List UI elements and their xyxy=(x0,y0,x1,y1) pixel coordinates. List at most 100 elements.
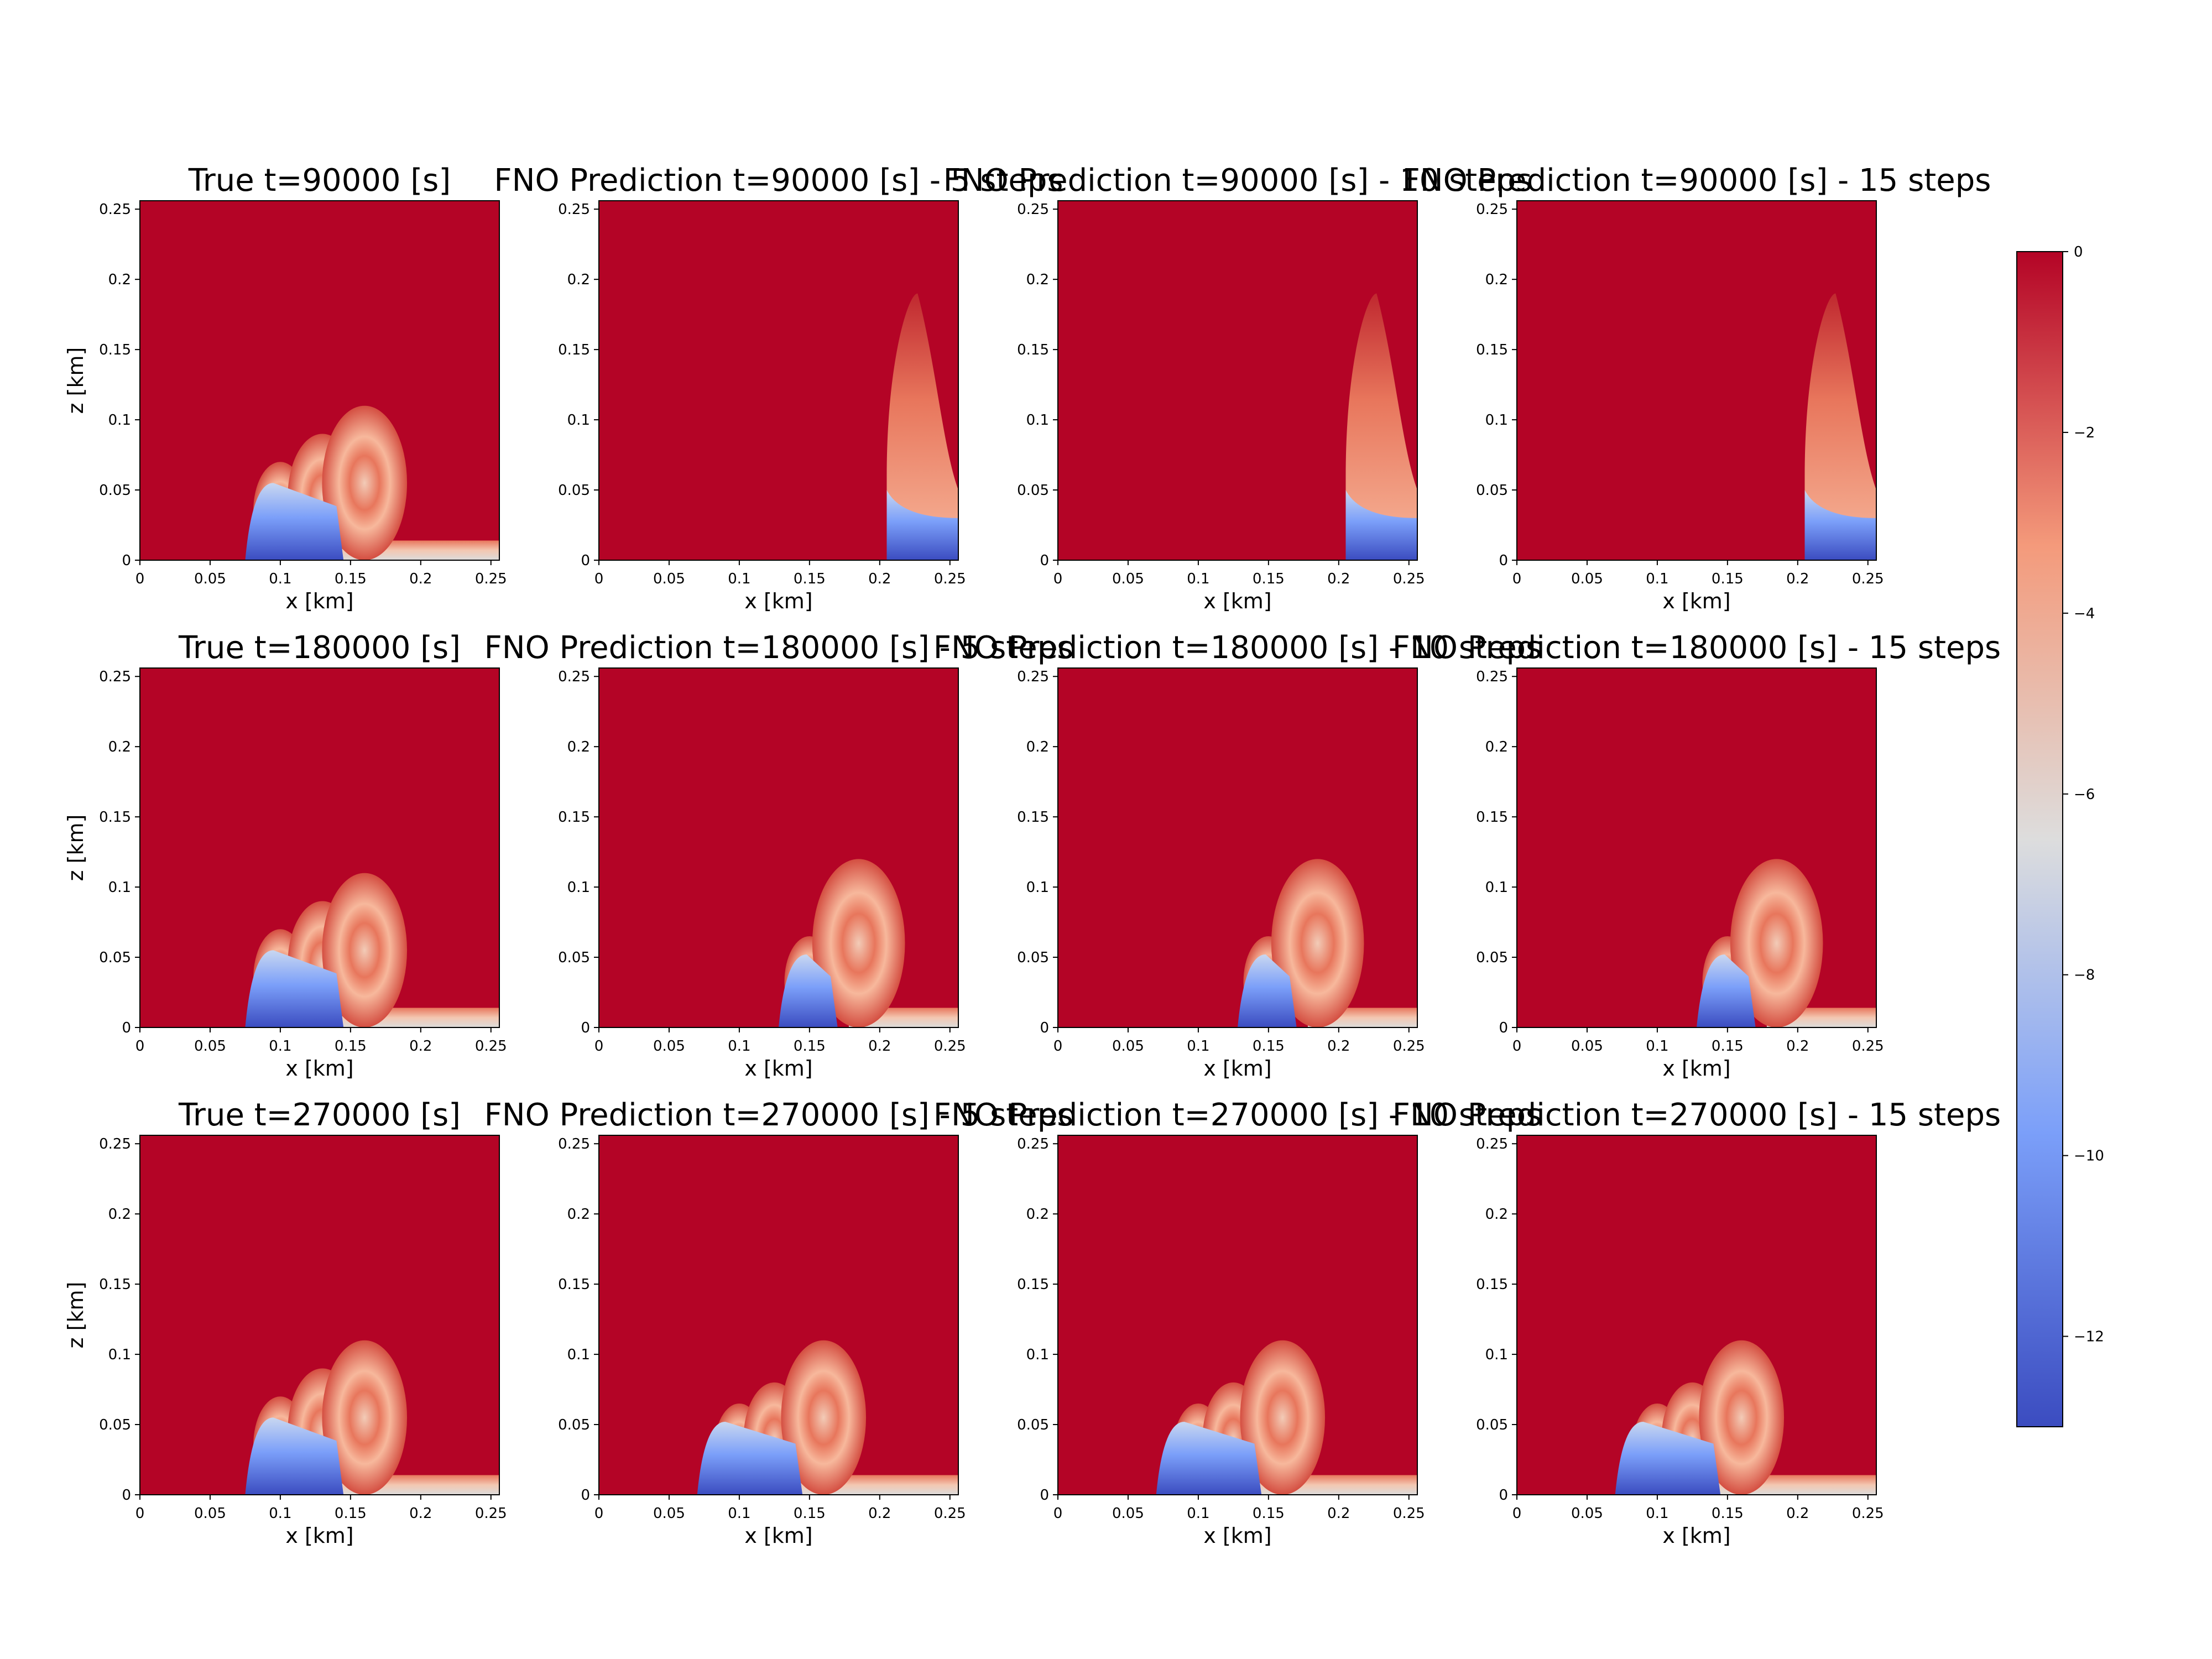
y-tick-label: 0.2 xyxy=(1485,1206,1508,1223)
cold-current xyxy=(1156,1421,1262,1495)
x-axis-label: x [km] xyxy=(285,1524,353,1548)
panel-1-0: 00 0.05 0.05 0.1 0.1 0.15 0.15 0.2 0.2 0.25 0.25 x … xyxy=(64,630,507,1081)
x-tick-label: 0.05 xyxy=(1571,1505,1603,1522)
vortex-2 xyxy=(1699,1340,1785,1495)
panel-0-3: 00 0.05 0.05 0.1 0.1 0.15 0.15 0.2 0.2 0.25 0.25 x … xyxy=(1402,163,1991,613)
y-tick-label: 0.2 xyxy=(108,1206,131,1223)
y-tick-label: 0.15 xyxy=(99,1276,131,1293)
x-tick-label: 0.15 xyxy=(1253,1038,1285,1055)
panel-frame xyxy=(1057,1135,1418,1495)
y-tick-label: 0.05 xyxy=(99,950,131,966)
y-tick-label: 0.2 xyxy=(1485,739,1508,755)
y-tick-label: 0.25 xyxy=(1476,669,1508,685)
x-tick-label: 0 xyxy=(594,1038,604,1055)
y-tick-label: 0 xyxy=(122,552,131,569)
vortex-2 xyxy=(781,1340,867,1495)
cold-current xyxy=(1697,954,1756,1027)
cold-current xyxy=(779,954,838,1027)
y-tick-label: 0.2 xyxy=(1026,739,1049,755)
x-tick-label: 0.25 xyxy=(1393,1505,1425,1522)
y-tick-label: 0.05 xyxy=(1017,482,1049,499)
panel-1-1: 000.050.050.10.10.150.150.20.20.250.25x … xyxy=(484,630,1073,1081)
y-tick-label: 0.25 xyxy=(558,201,590,218)
panel-1-3: 00 0.05 0.05 0.1 0.1 0.15 0.15 0.2 0.2 0.25 0.25 x … xyxy=(1392,630,2001,1081)
y-tick-label: 0.05 xyxy=(558,1417,590,1433)
field-features xyxy=(1804,293,1876,560)
x-axis-label: x [km] xyxy=(1662,1056,1730,1081)
y-tick-label: 0.15 xyxy=(99,342,131,358)
x-axis-label: x [km] xyxy=(1662,589,1730,613)
x-axis-label: x [km] xyxy=(1662,1524,1730,1548)
x-tick-label: 0.2 xyxy=(1786,1038,1809,1055)
y-tick-label: 0.15 xyxy=(1017,809,1049,826)
y-tick-label: 0.2 xyxy=(1026,272,1049,288)
cold-current xyxy=(245,1417,344,1495)
y-tick-label: 0.05 xyxy=(1476,1417,1508,1433)
plume xyxy=(886,293,958,560)
panel-0-0: 00 0.05 0.05 0.1 0.1 0.15 0.15 0.2 0.2 0.25 0.25 x … xyxy=(64,163,507,613)
x-tick-label: 0.1 xyxy=(269,571,291,587)
y-tick-label: 0 xyxy=(1040,552,1049,569)
x-tick-label: 0.15 xyxy=(794,1038,826,1055)
x-axis-label: x [km] xyxy=(744,1056,812,1081)
y-tick-label: 0.15 xyxy=(1476,809,1508,826)
y-tick-label: 0.05 xyxy=(558,482,590,499)
x-tick-label: 0.15 xyxy=(335,1505,367,1522)
colorbar-tick-label: −6 xyxy=(2074,786,2095,803)
panel-frame xyxy=(1516,1135,1877,1495)
x-tick-label: 0.05 xyxy=(1571,1038,1603,1055)
y-tick-label: 0.25 xyxy=(558,669,590,685)
x-tick-label: 0.2 xyxy=(409,1038,432,1055)
panel-title: FNO Prediction t=270000 [s] - 15 steps xyxy=(1392,1097,2001,1133)
field-features xyxy=(697,1340,958,1495)
y-tick-label: 0.05 xyxy=(1476,482,1508,499)
y-tick-label: 0.25 xyxy=(1476,1136,1508,1152)
panel-2-2: 000.050.050.10.10.150.150.20.20.250.25x … xyxy=(933,1097,1542,1548)
x-tick-label: 0.05 xyxy=(653,1505,685,1522)
x-tick-label: 0.1 xyxy=(728,571,750,587)
x-axis-label: x [km] xyxy=(285,1056,353,1081)
y-tick-label: 0 xyxy=(1040,1020,1049,1036)
field-features xyxy=(1238,859,1417,1027)
x-tick-label: 0 xyxy=(1053,571,1063,587)
x-tick-label: 0 xyxy=(1512,1038,1522,1055)
x-tick-label: 0.05 xyxy=(194,571,226,587)
panel-title: FNO Prediction t=90000 [s] - 10 steps xyxy=(943,163,1532,199)
y-tick-label: 0.1 xyxy=(567,879,590,896)
colorbar-tick-label: 0 xyxy=(2074,244,2083,260)
field-background xyxy=(1058,668,1417,1027)
y-tick-label: 0.1 xyxy=(567,1347,590,1363)
x-tick-label: 0 xyxy=(1512,1505,1522,1522)
x-tick-label: 0 xyxy=(135,571,145,587)
colorbar: 0 −2 −4 −6 −8 −10 −12 xyxy=(2016,244,2104,1427)
x-tick-label: 0 xyxy=(135,1038,145,1055)
y-tick-label: 0.25 xyxy=(99,201,131,218)
x-tick-label: 0.05 xyxy=(194,1505,226,1522)
panel-frame xyxy=(598,200,959,561)
panel-frame xyxy=(139,667,500,1028)
y-tick-label: 0.05 xyxy=(1017,1417,1049,1433)
x-tick-label: 0.2 xyxy=(868,1505,891,1522)
y-tick-label: 0.05 xyxy=(1017,950,1049,966)
y-tick-label: 0 xyxy=(581,552,590,569)
x-tick-label: 0.05 xyxy=(653,1038,685,1055)
x-tick-label: 0 xyxy=(135,1505,145,1522)
y-tick-label: 0.2 xyxy=(567,739,590,755)
panel-frame xyxy=(1057,667,1418,1028)
x-tick-label: 0.1 xyxy=(728,1038,750,1055)
x-tick-label: 0.1 xyxy=(1646,571,1668,587)
cold-current xyxy=(245,483,344,560)
y-tick-label: 0.15 xyxy=(1017,1276,1049,1293)
y-tick-label: 0.1 xyxy=(1485,412,1508,429)
cold-current xyxy=(245,950,344,1027)
x-tick-label: 0.2 xyxy=(868,1038,891,1055)
x-tick-label: 0.05 xyxy=(1112,1038,1144,1055)
x-tick-label: 0.05 xyxy=(1112,1505,1144,1522)
x-tick-label: 0 xyxy=(594,1505,604,1522)
plume xyxy=(1804,293,1876,560)
panel-0-2: 000.050.050.10.10.150.150.20.20.250.25x … xyxy=(943,163,1532,613)
x-tick-label: 0.15 xyxy=(794,571,826,587)
x-tick-label: 0.2 xyxy=(1786,1505,1809,1522)
x-tick-label: 0 xyxy=(594,571,604,587)
y-tick-label: 0.25 xyxy=(1017,1136,1049,1152)
